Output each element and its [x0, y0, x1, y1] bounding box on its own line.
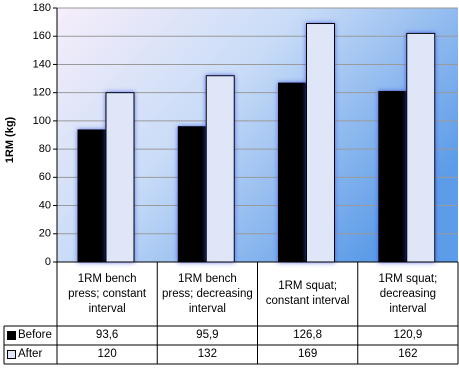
- bar: [306, 23, 335, 263]
- bar: [105, 92, 135, 263]
- y-tick-label: 80: [39, 143, 51, 155]
- y-tick-label: 180: [33, 2, 51, 14]
- table-value: 169: [298, 348, 318, 360]
- legend-label: After: [18, 348, 43, 360]
- y-tick-label: 120: [33, 87, 51, 99]
- category-label: 1RM squat; decreasing interval: [378, 272, 438, 315]
- table-value: 126,8: [293, 329, 323, 341]
- bar: [406, 32, 436, 263]
- y-tick-label: 40: [39, 199, 51, 211]
- y-tick-label: 20: [39, 228, 51, 240]
- y-axis-title: 1RM (kg): [4, 116, 16, 163]
- table-value: 132: [197, 348, 217, 360]
- bar: [205, 75, 235, 263]
- table-value: 162: [398, 348, 418, 360]
- bar: [77, 129, 107, 263]
- category-label: 1RM bench press; constant interval: [68, 272, 147, 315]
- legend-label: Before: [18, 329, 52, 341]
- table-value: 93,6: [95, 329, 119, 341]
- y-tick-label: 0: [45, 256, 51, 268]
- table-value: 95,9: [196, 329, 219, 341]
- table-value: 120: [97, 348, 117, 360]
- y-tick-label: 60: [39, 171, 51, 183]
- y-tick-label: 100: [33, 115, 51, 127]
- y-tick-label: 140: [33, 58, 51, 70]
- category-label: 1RM bench press; decreasing interval: [161, 272, 253, 315]
- table-value: 120,9: [393, 329, 423, 341]
- legend-entry: After: [4, 345, 57, 364]
- legend-swatch: [7, 350, 16, 359]
- bar: [278, 82, 307, 263]
- bar: [378, 90, 408, 263]
- bar: [177, 126, 207, 263]
- legend-entry: Before: [4, 326, 57, 345]
- category-label: 1RM squat; constant interval: [265, 280, 350, 307]
- y-tick-label: 160: [33, 30, 51, 42]
- legend-swatch: [7, 331, 16, 340]
